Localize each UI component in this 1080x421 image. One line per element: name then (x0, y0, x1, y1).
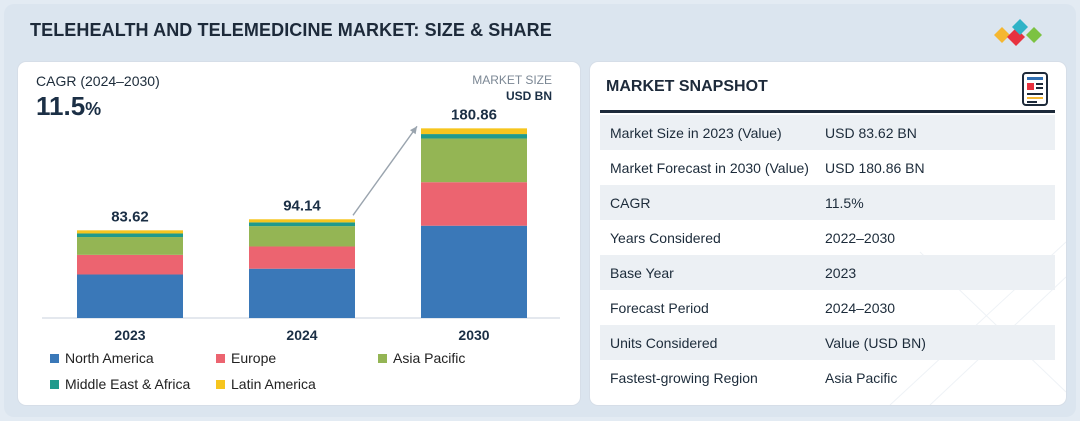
bar-segment-2030-north-america (421, 225, 527, 318)
market-size-unit-label: MARKET SIZE USD BN (472, 73, 552, 103)
legend-label: Middle East & Africa (65, 376, 191, 392)
snapshot-title: MARKET SNAPSHOT (606, 78, 768, 95)
bar-segment-2024-europe (249, 246, 355, 269)
bar-segment-2023-middle-east-africa (77, 233, 183, 238)
legend-swatch (216, 353, 225, 363)
snapshot-row-label: Market Size in 2023 (Value) (610, 124, 782, 141)
snapshot-row-value: 2024–2030 (825, 299, 896, 316)
logo-diamond-green (1026, 27, 1042, 43)
logo-diamond-blue (1012, 19, 1028, 35)
bar-segment-2024-latin-america (249, 219, 355, 223)
x-tick-label: 2023 (114, 327, 145, 343)
bar-segment-2024-north-america (249, 268, 355, 318)
bar-segment-2030-latin-america (421, 128, 527, 135)
snapshot-row-value: 2022–2030 (825, 229, 896, 246)
snapshot-row-value: Asia Pacific (825, 369, 898, 386)
legend-swatch (50, 353, 59, 363)
growth-arrow-head (409, 126, 417, 135)
snapshot-row: Base Year 2023 (600, 255, 1055, 290)
legend-label: North America (65, 350, 154, 366)
bar-segment-2023-europe (77, 254, 183, 275)
growth-arrow-line (352, 125, 418, 216)
legend-item-north-america: North America (50, 350, 154, 366)
snapshot-row-value: USD 83.62 BN (825, 124, 917, 141)
snapshot-row-value: USD 180.86 BN (825, 159, 925, 176)
snapshot-row: Years Considered 2022–2030 (600, 220, 1055, 255)
bar-segment-2030-asia-pacific (421, 138, 527, 183)
legend-label: Asia Pacific (393, 350, 466, 366)
legend-item-middle-east-africa: Middle East & Africa (50, 376, 190, 392)
snapshot-row: Fastest-growing Region Asia Pacific (600, 360, 1055, 395)
market-size-unit: USD BN (505, 89, 552, 103)
snapshot-row-label: Forecast Period (610, 299, 709, 316)
bar-total-label: 180.86 (451, 106, 497, 123)
snapshot-row-value: 2023 (825, 264, 857, 281)
page-title: TELEHEALTH AND TELEMEDICINE MARKET: SIZE… (30, 20, 552, 40)
bar-segment-2024-middle-east-africa (249, 222, 355, 227)
x-tick-label: 2030 (458, 327, 489, 343)
bar-segment-2023-asia-pacific (77, 237, 183, 255)
snapshot-row: Forecast Period 2024–2030 (600, 290, 1055, 325)
cagr-label: CAGR (2024–2030) (36, 73, 160, 89)
snapshot-row-value: 11.5% (825, 194, 864, 211)
legend-swatch (50, 379, 59, 389)
legend-item-asia-pacific: Asia Pacific (378, 350, 465, 366)
snapshot-row: Units Considered Value (USD BN) (600, 325, 1055, 360)
snapshot-title-underline (600, 110, 1055, 113)
market-snapshot-panel: MARKET SNAPSHOT Market Size in 2023 (Val… (590, 62, 1066, 405)
snapshot-row-value: Value (USD BN) (825, 334, 926, 351)
logo-diamond-yellow (994, 27, 1010, 43)
legend-swatch (216, 379, 225, 389)
bar-segment-2030-europe (421, 182, 527, 226)
legend-label: Europe (231, 350, 277, 366)
bar-segment-2023-north-america (77, 274, 183, 318)
legend-label: Latin America (231, 376, 316, 392)
bar-segment-2030-middle-east-africa (421, 134, 527, 139)
legend-item-europe: Europe (216, 350, 276, 366)
bar-total-label: 94.14 (283, 197, 321, 214)
snapshot-row-label: Base Year (610, 264, 674, 281)
snapshot-row-label: Fastest-growing Region (610, 369, 758, 386)
cagr-value: 11.5% (36, 91, 101, 122)
legend-item-latin-america: Latin America (216, 376, 316, 392)
bar-segment-2023-latin-america (77, 230, 183, 234)
market-size-label: MARKET SIZE (472, 73, 552, 87)
snapshot-row-label: Units Considered (610, 334, 718, 351)
x-tick-label: 2024 (286, 327, 317, 343)
report-document-icon (1022, 72, 1048, 106)
snapshot-row: CAGR 11.5% (600, 185, 1055, 220)
bar-segment-2024-asia-pacific (249, 226, 355, 247)
diamond-cluster-logo (994, 19, 1042, 46)
snapshot-row: Market Size in 2023 (Value) USD 83.62 BN (600, 115, 1055, 150)
cagr-unit: % (85, 99, 102, 119)
stacked-bar-chart: 83.62 2023 94.14 2024 180.86 2030 (42, 106, 560, 343)
snapshot-table: Market Size in 2023 (Value) USD 83.62 BN M… (600, 115, 1055, 395)
cagr-number: 11.5 (36, 91, 86, 121)
snapshot-row: Market Forecast in 2030 (Value) USD 180.8… (600, 150, 1055, 185)
bar-total-label: 83.62 (111, 208, 149, 225)
snapshot-row-label: Market Forecast in 2030 (Value) (610, 159, 809, 176)
legend-swatch (378, 353, 387, 363)
snapshot-row-label: Years Considered (610, 229, 721, 246)
snapshot-row-label: CAGR (610, 194, 651, 211)
market-size-chart-panel: CAGR (2024–2030) 11.5% MARKET SIZE USD B… (18, 62, 580, 405)
